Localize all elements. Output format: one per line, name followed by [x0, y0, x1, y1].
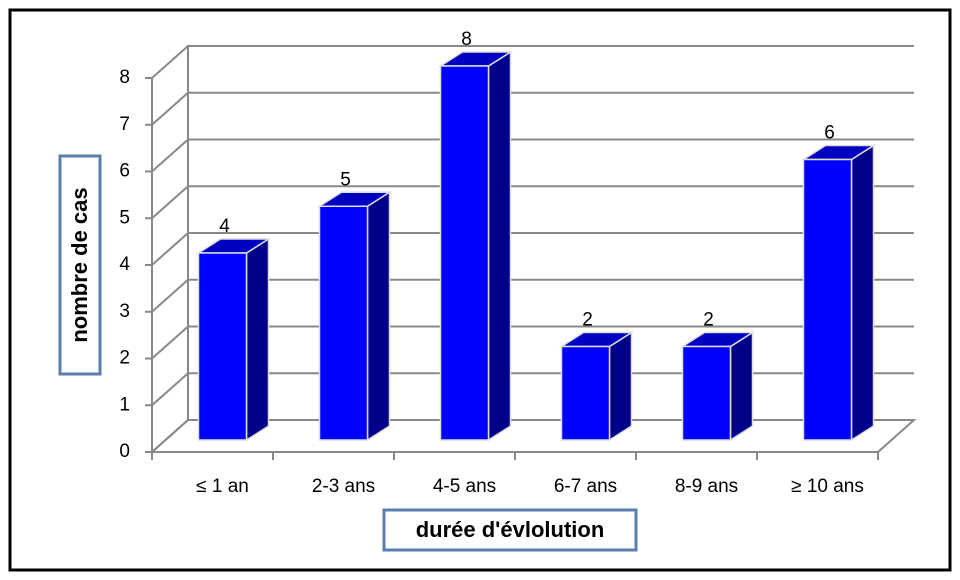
y-tick-label: 4 [119, 254, 130, 275]
grid-line [151, 419, 914, 453]
data-label: 8 [461, 29, 472, 50]
grid-line [151, 45, 914, 79]
bar [679, 331, 756, 442]
y-tick-label: 7 [119, 114, 130, 135]
y-tick-label: 3 [119, 301, 130, 322]
data-label: 2 [703, 310, 714, 331]
x-axis-title: durée d'évlolution [416, 517, 605, 542]
data-label: 5 [340, 169, 351, 190]
bar [558, 331, 635, 442]
bar [437, 50, 514, 442]
grid-line [151, 278, 914, 313]
x-tick-label: 2-3 ans [312, 476, 375, 497]
x-tick-label: 8-9 ans [675, 476, 738, 497]
y-tick-label: 1 [119, 394, 130, 415]
bar [195, 237, 272, 442]
bar-front [318, 205, 369, 441]
y-tick-label: 6 [119, 161, 130, 182]
bar [800, 144, 877, 442]
bar-front [802, 158, 853, 441]
grid-line [151, 91, 914, 126]
bar-side [487, 50, 512, 442]
grid-line [151, 138, 914, 173]
bar-side [245, 237, 270, 442]
bar-front [439, 65, 490, 441]
bar [316, 190, 393, 442]
data-label: 2 [582, 310, 593, 331]
x-tick-label: ≥ 10 ans [791, 476, 864, 497]
grid-line [151, 325, 914, 360]
grid-line [151, 372, 914, 406]
data-label: 6 [824, 123, 835, 144]
y-tick-label: 8 [119, 67, 130, 88]
y-title-box [58, 154, 102, 376]
bar-front [197, 252, 248, 441]
data-label: 4 [219, 216, 230, 237]
bar-front [681, 345, 732, 441]
x-tick-label: ≤ 1 an [196, 476, 249, 497]
bar-side [850, 144, 875, 442]
bar-side [608, 331, 633, 442]
y-axis-title: nombre de cas [67, 187, 92, 342]
x-title-box [382, 508, 638, 552]
grid-line [151, 232, 914, 266]
grid-line [151, 185, 914, 219]
y-tick-label: 5 [119, 207, 130, 228]
bar-side [729, 331, 754, 442]
bar-front [560, 345, 611, 441]
y-tick-label: 0 [119, 441, 130, 462]
y-tick-label: 2 [119, 348, 130, 369]
x-tick-label: 6-7 ans [554, 476, 617, 497]
x-tick-label: 4-5 ans [433, 476, 496, 497]
bar-side [366, 190, 391, 442]
